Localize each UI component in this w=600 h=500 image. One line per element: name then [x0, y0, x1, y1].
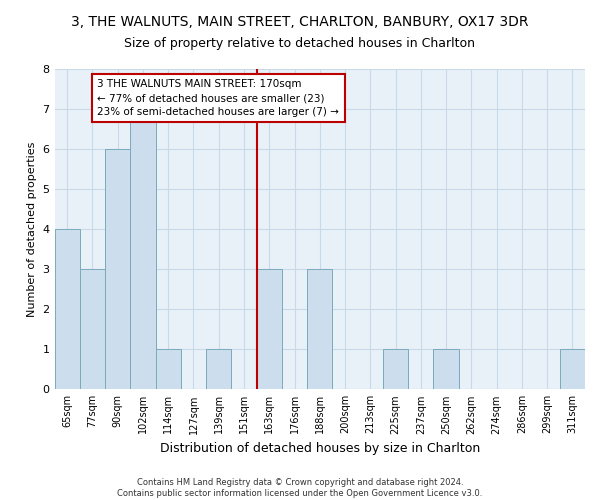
Text: Contains HM Land Registry data © Crown copyright and database right 2024.
Contai: Contains HM Land Registry data © Crown c… [118, 478, 482, 498]
Bar [257, 269, 282, 390]
Bar [55, 229, 80, 390]
Bar [80, 269, 105, 390]
Text: 3, THE WALNUTS, MAIN STREET, CHARLTON, BANBURY, OX17 3DR: 3, THE WALNUTS, MAIN STREET, CHARLTON, B… [71, 15, 529, 29]
Bar [307, 269, 332, 390]
Bar [155, 350, 181, 390]
Text: Size of property relative to detached houses in Charlton: Size of property relative to detached ho… [125, 38, 476, 51]
Bar [105, 149, 130, 390]
Y-axis label: Number of detached properties: Number of detached properties [27, 142, 37, 317]
X-axis label: Distribution of detached houses by size in Charlton: Distribution of detached houses by size … [160, 442, 480, 455]
Bar [560, 350, 585, 390]
Bar [433, 350, 459, 390]
Bar [130, 109, 155, 390]
Text: 3 THE WALNUTS MAIN STREET: 170sqm
← 77% of detached houses are smaller (23)
23% : 3 THE WALNUTS MAIN STREET: 170sqm ← 77% … [97, 79, 340, 117]
Bar [383, 350, 408, 390]
Bar [206, 350, 232, 390]
